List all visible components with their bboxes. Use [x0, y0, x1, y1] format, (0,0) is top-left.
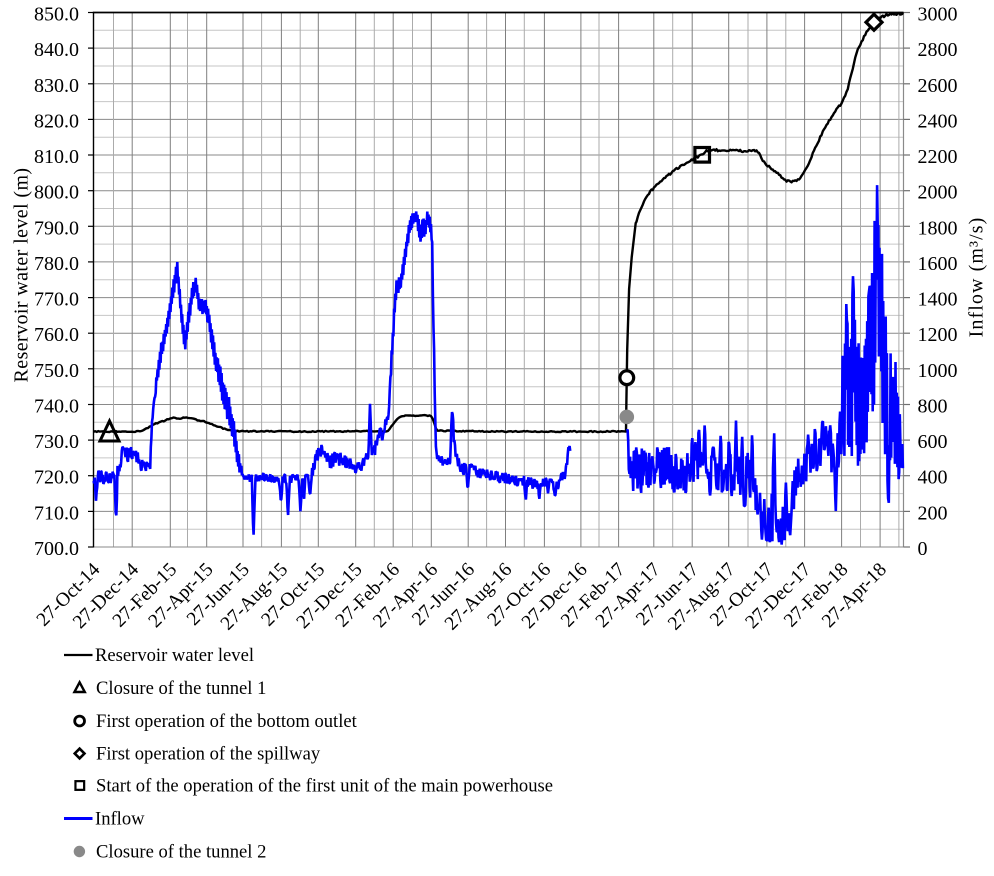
svg-text:3000: 3000: [918, 4, 958, 26]
svg-text:Closure of the tunnel 2: Closure of the tunnel 2: [96, 842, 266, 863]
svg-text:770.0: 770.0: [34, 289, 79, 311]
svg-text:1200: 1200: [918, 324, 958, 346]
svg-text:740.0: 740.0: [34, 396, 79, 418]
svg-text:750.0: 750.0: [34, 360, 79, 382]
svg-text:730.0: 730.0: [34, 431, 79, 453]
svg-text:Start of the operation of the: Start of the operation of the first unit…: [96, 776, 553, 797]
svg-text:200: 200: [918, 502, 948, 524]
svg-text:840.0: 840.0: [34, 39, 79, 61]
svg-text:Inflow (m³/s): Inflow (m³/s): [966, 217, 988, 338]
svg-text:2600: 2600: [918, 75, 958, 97]
svg-text:Reservoir water level: Reservoir water level: [95, 645, 254, 666]
svg-text:600: 600: [918, 431, 948, 453]
svg-text:2000: 2000: [918, 182, 958, 204]
svg-text:0: 0: [918, 538, 928, 560]
svg-text:800: 800: [918, 396, 948, 418]
svg-text:2400: 2400: [918, 110, 958, 132]
svg-text:710.0: 710.0: [34, 502, 79, 524]
svg-text:First operation of the spillwa: First operation of the spillway: [96, 744, 321, 765]
svg-text:820.0: 820.0: [34, 110, 79, 132]
svg-text:800.0: 800.0: [34, 182, 79, 204]
svg-text:850.0: 850.0: [34, 4, 79, 26]
svg-text:1600: 1600: [918, 253, 958, 275]
svg-text:1400: 1400: [918, 289, 958, 311]
svg-text:720.0: 720.0: [34, 467, 79, 489]
svg-text:2800: 2800: [918, 39, 958, 61]
svg-text:Closure of the tunnel 1: Closure of the tunnel 1: [96, 678, 266, 699]
svg-text:1800: 1800: [918, 217, 958, 239]
svg-text:Reservoir water level (m): Reservoir water level (m): [11, 168, 33, 383]
svg-text:2200: 2200: [918, 146, 958, 168]
svg-text:Inflow: Inflow: [95, 809, 145, 830]
svg-text:830.0: 830.0: [34, 75, 79, 97]
svg-text:780.0: 780.0: [34, 253, 79, 275]
svg-text:760.0: 760.0: [34, 324, 79, 346]
svg-text:790.0: 790.0: [34, 217, 79, 239]
svg-text:First operation of the bottom: First operation of the bottom outlet: [96, 711, 358, 732]
svg-text:810.0: 810.0: [34, 146, 79, 168]
svg-text:400: 400: [918, 467, 948, 489]
svg-text:1000: 1000: [918, 360, 958, 382]
svg-text:700.0: 700.0: [34, 538, 79, 560]
